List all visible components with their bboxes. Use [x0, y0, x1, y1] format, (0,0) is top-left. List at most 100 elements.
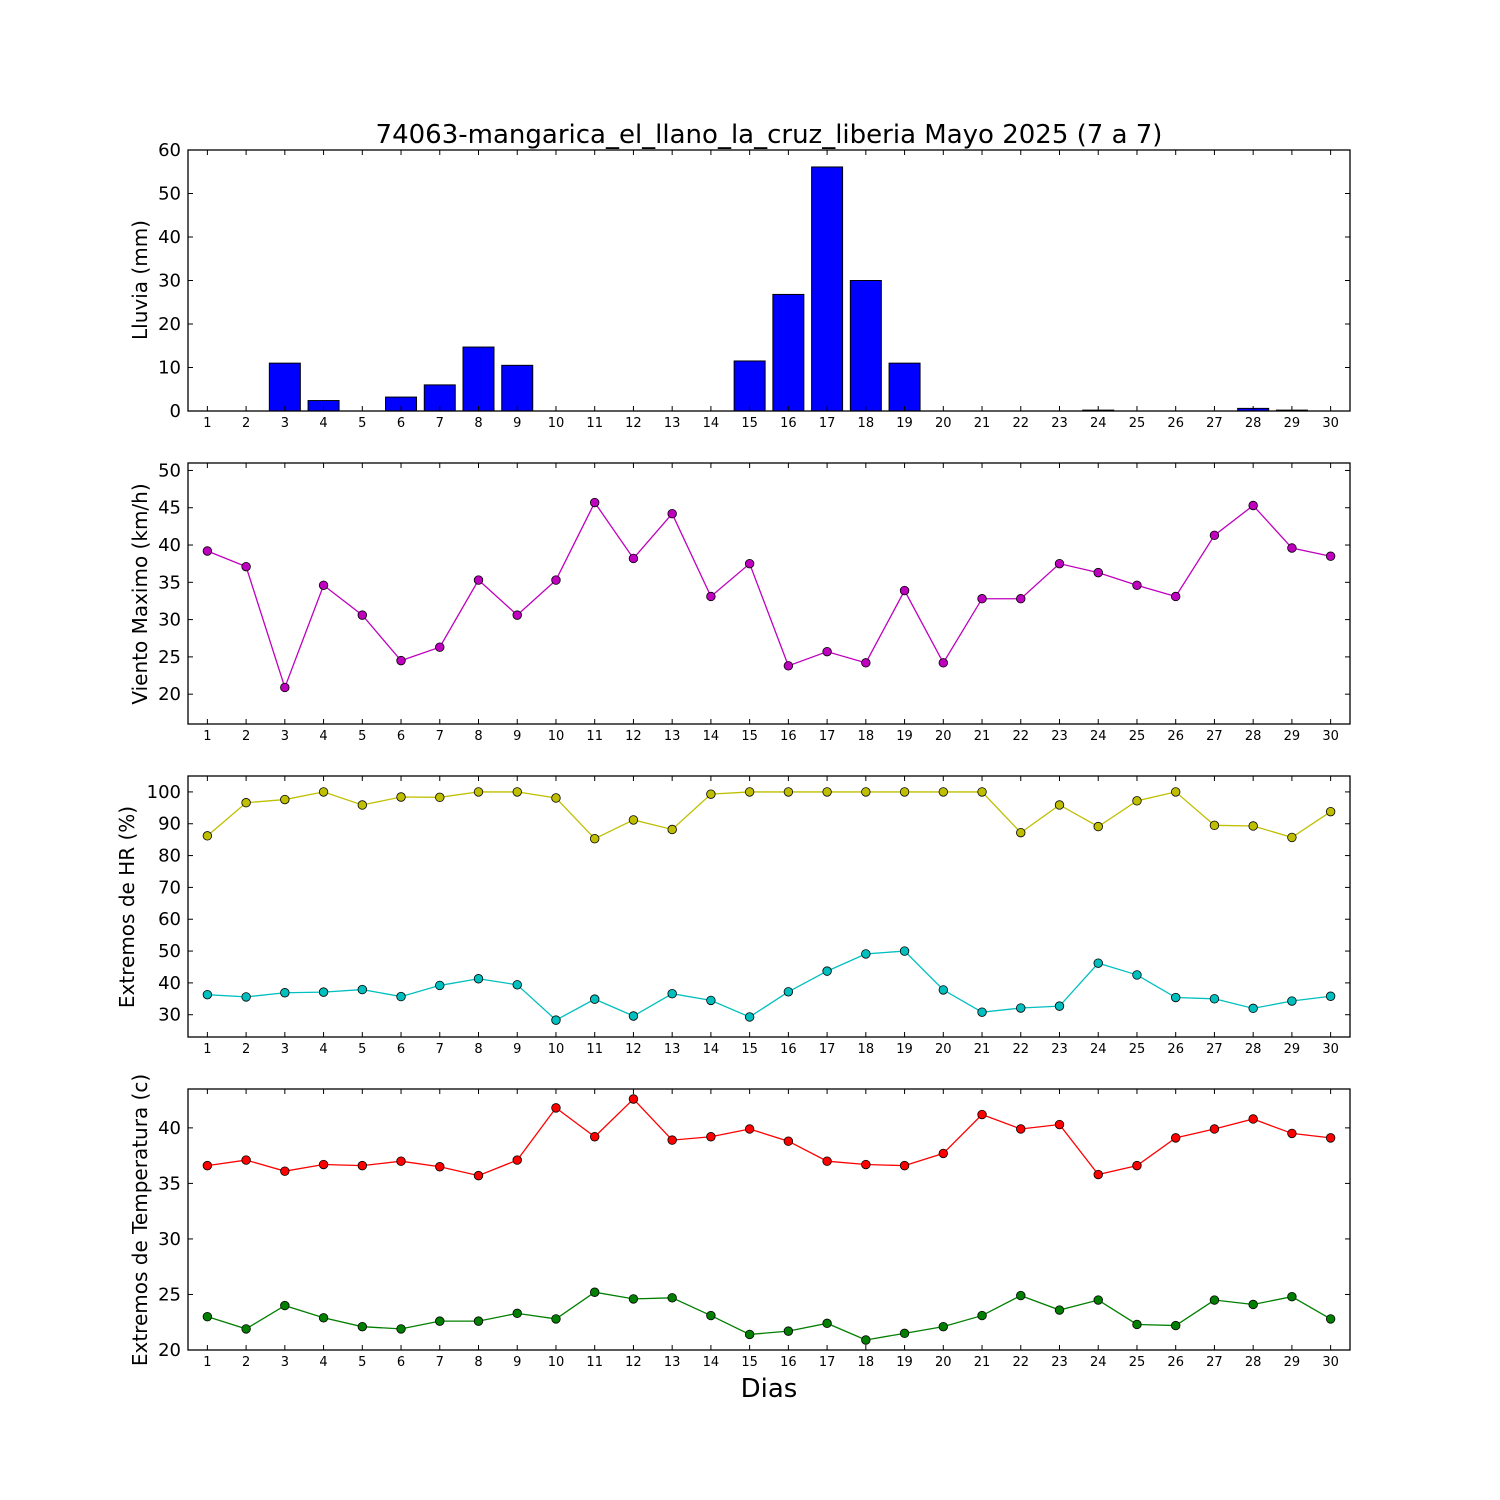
- wind-series-1-point: [1054, 558, 1065, 569]
- wind-xtick-label: 4: [319, 729, 327, 744]
- wind-xtick-label: 5: [358, 729, 366, 744]
- temperature-series-1-point: [1248, 1114, 1258, 1124]
- wind-series-1-point: [1132, 580, 1142, 590]
- temperature-series-2-point: [473, 1316, 484, 1326]
- wind-xtick-label: 22: [1012, 729, 1029, 744]
- temperature-xtick-label: 29: [1284, 1355, 1301, 1370]
- temperature-series-1-point: [706, 1132, 716, 1142]
- humidity-series-2-point: [1132, 970, 1142, 980]
- humidity-ytick-label: 90: [158, 814, 181, 835]
- temperature-series-2-point: [1248, 1299, 1258, 1310]
- wind-ytick-label: 50: [158, 460, 181, 481]
- temperature-xtick-label: 6: [397, 1355, 405, 1370]
- wind-xtick-label: 3: [281, 729, 289, 744]
- rain-xtick-label: 19: [896, 416, 913, 431]
- humidity-series-1-point: [396, 792, 406, 802]
- temperature-series-1-point: [744, 1124, 755, 1134]
- humidity-series-2-point: [590, 994, 600, 1004]
- wind-xtick-label: 20: [935, 729, 952, 744]
- temperature-series-2-point: [396, 1324, 406, 1334]
- humidity-series-1-point: [280, 794, 290, 805]
- humidity-series-2-point: [744, 1012, 755, 1022]
- humidity-series-2-line: [207, 950, 1331, 1021]
- temperature-series-1-point: [628, 1094, 639, 1104]
- temperature-series: [202, 1094, 1336, 1345]
- temperature-series-2-point: [551, 1314, 561, 1324]
- temperature-series-1-point: [938, 1148, 949, 1159]
- temperature-xtick-label: 26: [1167, 1355, 1184, 1370]
- humidity-xtick-label: 12: [625, 1042, 642, 1057]
- humidity-series-1-point: [783, 787, 794, 797]
- rain-xtick-label: 29: [1284, 416, 1301, 431]
- temperature-series-2-point: [938, 1321, 949, 1332]
- humidity-xtick-label: 19: [896, 1042, 913, 1057]
- temperature-series-1-point: [822, 1156, 832, 1166]
- wind-xtick-label: 28: [1245, 729, 1262, 744]
- humidity-xtick-label: 20: [935, 1042, 952, 1057]
- humidity-series-1-point: [1054, 800, 1065, 810]
- humidity-xtick-label: 3: [281, 1042, 289, 1057]
- temperature-xtick-label: 28: [1245, 1355, 1262, 1370]
- humidity-series-1-point: [938, 787, 949, 797]
- temperature-series-2-point: [1325, 1314, 1336, 1324]
- temperature-ylabel: Extremos de Temperatura (c): [128, 1074, 152, 1366]
- temperature-panel: 1 2 3 4 5 6 7 8 9 10 11 12 13 14 15 16 17 18 19 20 21 22 23 24 2…: [128, 1074, 1351, 1404]
- temperature-xtick-label: 30: [1322, 1355, 1339, 1370]
- humidity-series-2-point: [280, 988, 290, 998]
- humidity-ytick-label: 60: [158, 909, 181, 930]
- wind-panel: 1 2 3 4 5 6 7 8 9 10 11 12 13 14 15 16 17 18 19 20 21 22 23 24 2…: [128, 460, 1351, 744]
- temperature-series-1-point: [551, 1103, 561, 1113]
- humidity-series-1-point: [1209, 820, 1220, 831]
- temperature-series-2-point: [822, 1318, 832, 1329]
- temperature-series-1-point: [1016, 1124, 1026, 1134]
- humidity-series-1-point: [899, 787, 910, 797]
- wind-series-1-point: [706, 591, 716, 602]
- humidity-xtick-label: 6: [397, 1042, 405, 1057]
- temperature-series-1-point: [861, 1159, 871, 1170]
- rain-xtick-label: 27: [1206, 416, 1223, 431]
- temperature-xtick-label: 27: [1206, 1355, 1223, 1370]
- wind-xtick-label: 12: [625, 729, 642, 744]
- humidity-series-2-point: [551, 1015, 561, 1025]
- temperature-xtick-label: 17: [819, 1355, 836, 1370]
- rain-xtick-label: 7: [436, 416, 444, 431]
- temperature-series-2-point: [667, 1293, 677, 1303]
- temperature-series-1-point: [783, 1136, 794, 1146]
- wind-xtick-label: 18: [858, 729, 875, 744]
- humidity-series-2-point: [977, 1007, 987, 1017]
- temperature-series-2-point: [1209, 1295, 1220, 1305]
- humidity-series-1-point: [1170, 787, 1181, 797]
- rain-ytick-label: 10: [158, 358, 181, 379]
- rain-xtick-label: 8: [474, 416, 482, 431]
- rain-xtick-label: 12: [625, 416, 642, 431]
- temperature-series-1-point: [1054, 1119, 1065, 1130]
- rain-xtick-label: 4: [319, 416, 327, 431]
- rain-bars: [268, 166, 1308, 412]
- temperature-plot-frame: [187, 1088, 1351, 1351]
- humidity-xtick-label: 16: [780, 1042, 797, 1057]
- wind-series-1-point: [822, 646, 832, 657]
- wind-xtick-label: 11: [586, 729, 603, 744]
- humidity-series-2-point: [318, 987, 329, 997]
- temperature-xtick-label: 22: [1012, 1355, 1029, 1370]
- temperature-xtick-label: 7: [436, 1355, 444, 1370]
- temperature-series-1-point: [1170, 1133, 1181, 1143]
- temperature-series-2-point: [706, 1310, 716, 1321]
- temperature-series-2-point: [435, 1316, 445, 1326]
- rain-xtick-label: 18: [858, 416, 875, 431]
- humidity-series-1-point: [1287, 832, 1297, 843]
- humidity-series-2-point: [435, 980, 445, 991]
- temperature-series-2-point: [1170, 1320, 1181, 1331]
- wind-series-1-point: [318, 580, 329, 590]
- humidity-series-2-point: [357, 984, 368, 995]
- temperature-xlabel: Dias: [741, 1374, 798, 1404]
- temperature-xtick-label: 8: [474, 1355, 482, 1370]
- rain-plot-frame: [187, 149, 1351, 412]
- humidity-series-2-point: [899, 946, 910, 956]
- temperature-series-2-point: [783, 1326, 794, 1336]
- rain-xtick-label: 3: [281, 416, 289, 431]
- humidity-ytick-label: 40: [158, 973, 181, 994]
- temperature-series-2-point: [744, 1329, 755, 1340]
- rain-bar: [811, 166, 844, 412]
